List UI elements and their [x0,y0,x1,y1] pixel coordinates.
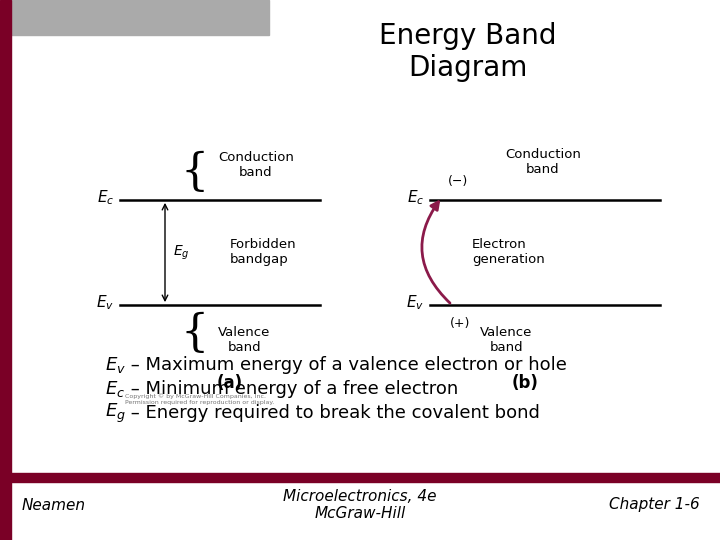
Text: $E_v$: $E_v$ [406,294,424,312]
Text: $E_c$: $E_c$ [96,188,114,207]
Text: – Maximum energy of a valence electron or hole: – Maximum energy of a valence electron o… [125,356,567,374]
Text: – Energy required to break the covalent bond: – Energy required to break the covalent … [125,404,540,422]
Bar [0,0,11,540]
Text: Valence
band: Valence band [480,326,532,354]
Text: Conduction
band: Conduction band [218,151,294,179]
Text: Neamen: Neamen [22,497,86,512]
Text: – Minimum energy of a free electron: – Minimum energy of a free electron [125,380,458,398]
Bar [0,473,720,482]
Text: Microelectronics, 4e
McGraw-Hill: Microelectronics, 4e McGraw-Hill [283,489,437,521]
Text: $E_c$: $E_c$ [407,188,424,207]
Text: E$_v$: E$_v$ [105,355,126,375]
Bar [0,482,720,540]
Text: {: { [181,151,209,193]
Text: Electron
generation: Electron generation [472,239,545,267]
Text: Energy Band
Diagram: Energy Band Diagram [379,22,557,82]
Text: $E_g$: $E_g$ [173,244,189,262]
Text: {: { [181,312,209,355]
Text: (b): (b) [512,374,539,392]
Text: Forbidden
bandgap: Forbidden bandgap [230,239,297,267]
Text: (−): (−) [448,176,468,188]
Text: (a): (a) [217,374,243,392]
Text: Chapter 1-6: Chapter 1-6 [609,497,700,512]
Bar [11,0,269,35]
Text: Copyright © by McGraw-Hill Companies, Inc.
Permission required for reproduction : Copyright © by McGraw-Hill Companies, In… [125,393,274,404]
Text: E$_g$: E$_g$ [105,401,126,424]
Text: E$_c$: E$_c$ [105,379,125,399]
Text: Valence
band: Valence band [218,326,271,354]
Text: Conduction
band: Conduction band [505,148,581,176]
Text: (+): (+) [450,316,470,329]
Text: $E_v$: $E_v$ [96,294,114,312]
